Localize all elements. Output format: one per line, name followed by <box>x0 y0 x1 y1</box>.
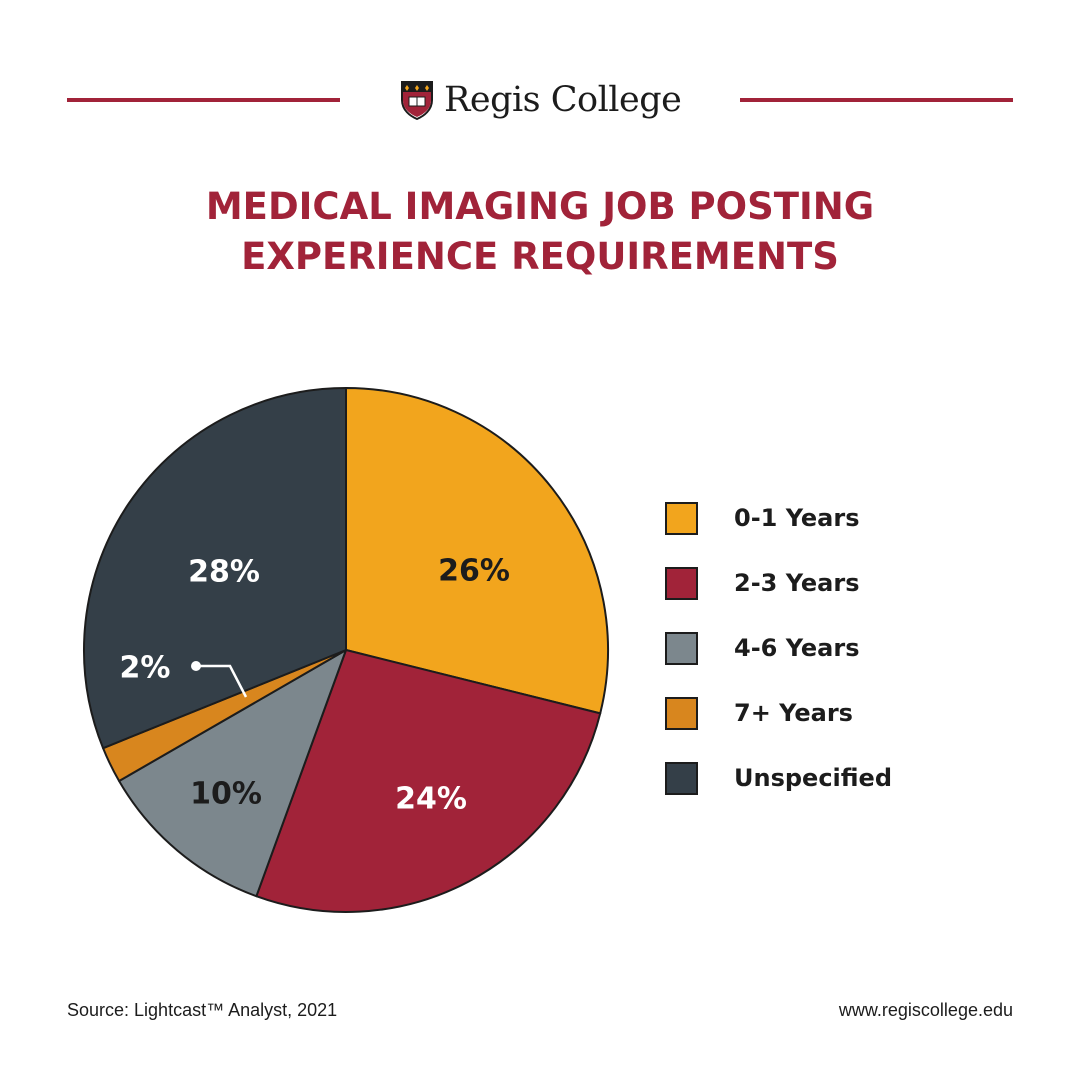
chart-title-line-2: EXPERIENCE REQUIREMENTS <box>241 235 839 278</box>
legend-label-unspecified: Unspecified <box>734 764 893 792</box>
legend-label-4-6-years: 4-6 Years <box>734 634 860 662</box>
legend-item-2-3-years: 2-3 Years <box>665 565 892 601</box>
legend-swatch-unspecified <box>665 761 698 795</box>
legend-item-4-6-years: 4-6 Years <box>665 630 892 666</box>
legend-swatch-2-3-years <box>665 566 698 600</box>
pie-slice-unspecified <box>83 387 347 750</box>
legend-swatch-4-6-years <box>665 631 698 665</box>
legend-label-7-plus-years: 7+ Years <box>734 699 853 727</box>
data-label-0-1-years: 26% <box>438 554 510 589</box>
legend-item-0-1-years: 0-1 Years <box>665 500 892 536</box>
chart-title-line-1: MEDICAL IMAGING JOB POSTING <box>205 185 875 228</box>
leader-dot-7-plus-years <box>191 661 201 671</box>
legend-swatch-7-plus-years <box>665 696 698 730</box>
pie-slice-2-3-years <box>255 649 602 913</box>
crest-icon <box>401 81 433 120</box>
pie-slice-0-1-years <box>345 387 609 715</box>
brand-name: Regis College <box>444 80 682 120</box>
data-label-unspecified: 28% <box>188 555 260 590</box>
chart-legend: 0-1 Years 2-3 Years 4-6 Years 7+ Years U… <box>665 500 892 825</box>
legend-swatch-0-1-years <box>665 501 698 535</box>
leader-line-7-plus-years <box>196 664 248 698</box>
legend-item-7-plus-years: 7+ Years <box>665 695 892 731</box>
chart-title: MEDICAL IMAGING JOB POSTING EXPERIENCE R… <box>0 182 1080 282</box>
pie-slice-4-6-years <box>118 649 347 898</box>
brand-logo: Regis College <box>400 74 682 126</box>
header-rule-left <box>67 98 340 102</box>
data-label-7-plus-years: 2% <box>120 651 171 686</box>
website-link[interactable]: www.regiscollege.edu <box>838 1000 1013 1020</box>
source-note: Source: Lightcast™ Analyst, 2021 <box>67 1000 338 1020</box>
legend-label-2-3-years: 2-3 Years <box>734 569 860 597</box>
legend-item-unspecified: Unspecified <box>665 760 892 796</box>
data-label-4-6-years: 10% <box>190 777 262 812</box>
data-label-2-3-years: 24% <box>395 782 467 817</box>
legend-label-0-1-years: 0-1 Years <box>734 504 860 532</box>
header-rule-right <box>740 98 1013 102</box>
